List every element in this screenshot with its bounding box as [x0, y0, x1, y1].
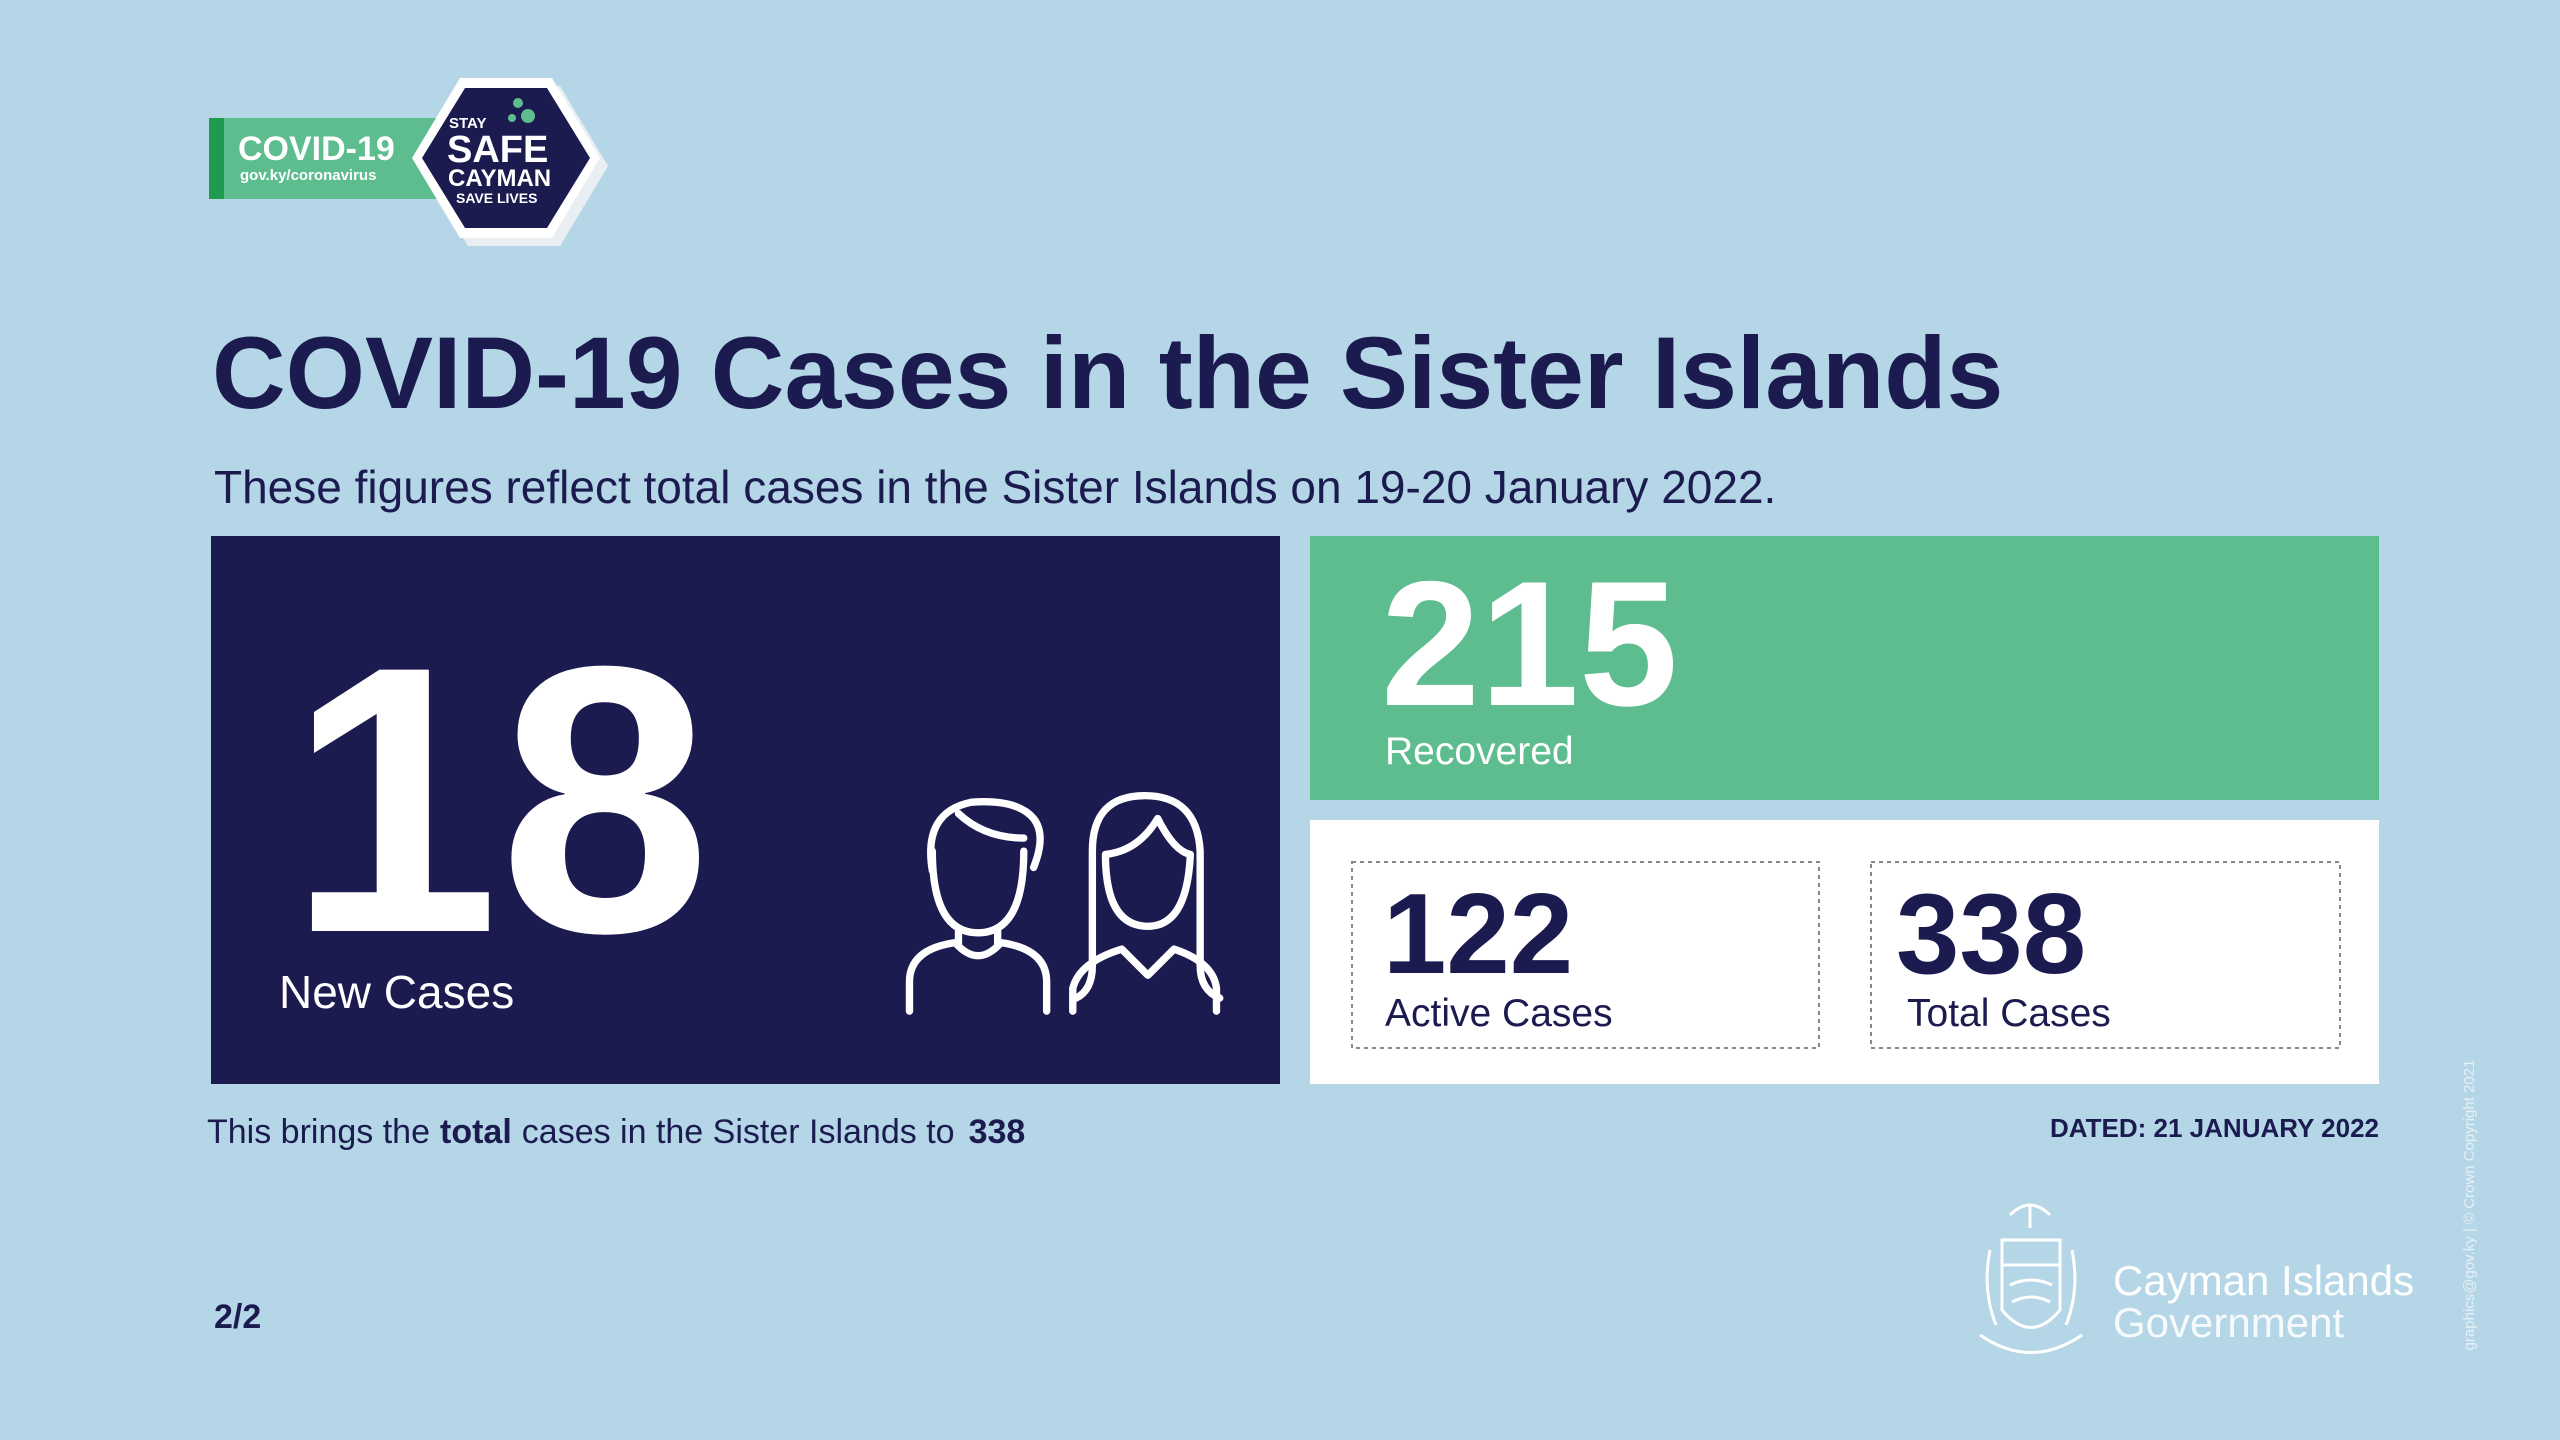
- recovered-value: 215: [1381, 544, 1678, 743]
- government-sub: Government: [2113, 1299, 2344, 1346]
- logo-stay: STAY: [449, 115, 487, 132]
- logo-url: gov.ky/coronavirus: [240, 167, 376, 184]
- footer-lead: This brings the: [207, 1113, 430, 1151]
- new-cases-value: 18: [288, 587, 711, 1012]
- recovered-panel: [1310, 536, 2379, 800]
- new-cases-label: New Cases: [279, 966, 514, 1018]
- logo-stripe: [209, 118, 224, 199]
- logo-dot: [513, 98, 523, 108]
- dated: DATED: 21 JANUARY 2022: [2050, 1113, 2379, 1143]
- logo-hex: [422, 88, 590, 228]
- subtitle: These figures reflect total cases in the…: [214, 461, 1776, 513]
- logo-bar: [209, 118, 449, 199]
- footer-note: This brings the total cases in the Sister …: [207, 1113, 1025, 1151]
- logo-cayman: CAYMAN: [448, 165, 551, 192]
- footer-rest: cases in the Sister Islands to: [522, 1113, 955, 1151]
- logo-safe: SAFE: [447, 129, 548, 171]
- footer-emphasis: total: [440, 1113, 512, 1151]
- logo-dot: [508, 114, 516, 122]
- crest: [1979, 1203, 2083, 1354]
- active-label: Active Cases: [1385, 992, 1613, 1035]
- logo-dot: [521, 109, 535, 123]
- active-box: [1351, 861, 1820, 1049]
- page-number: 2/2: [214, 1298, 261, 1336]
- government-name: Cayman Islands: [2113, 1257, 2414, 1304]
- people-icon: [905, 791, 1224, 1015]
- active-value: 122: [1383, 871, 1573, 998]
- credit: graphics@gov.ky | © Crown Copyright 2021: [2461, 1060, 2478, 1351]
- total-value: 338: [1896, 871, 2086, 998]
- logo-save: SAVE LIVES: [456, 190, 537, 206]
- title: COVID-19 Cases in the Sister Islands: [212, 316, 2003, 430]
- counts-panel: [1310, 820, 2379, 1084]
- total-box: [1870, 861, 2341, 1049]
- footer-total: 338: [969, 1113, 1026, 1151]
- total-label: Total Cases: [1907, 992, 2111, 1035]
- logo: COVID-19 gov.ky/coronavirus STAY SAFE CA…: [209, 78, 608, 246]
- logo-badge: COVID-19: [238, 130, 395, 168]
- recovered-label: Recovered: [1385, 730, 1574, 773]
